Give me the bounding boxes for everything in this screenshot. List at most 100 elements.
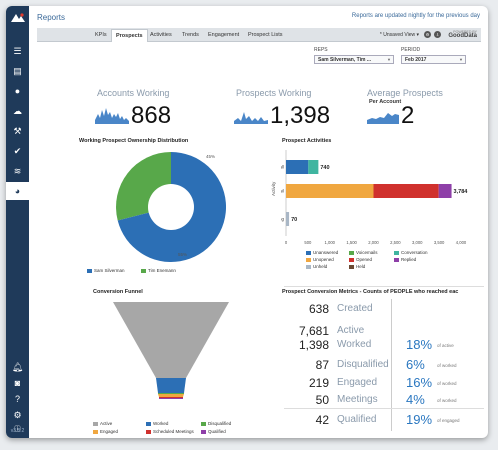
user-icon[interactable]: ●: [14, 86, 21, 96]
activities-bar-chart: call 740 email 3,784 meeting 70 0 500 1,000 1,500…: [281, 150, 469, 245]
sidebar: ☰ ▤ ● ☁ ⚒ ✔ ≋ ◕ 🔔︎ ◙ ? ⚙ ⓘ v3.8.2: [6, 6, 29, 438]
bar-segment-conversation[interactable]: [308, 160, 319, 174]
legend-item: Unopened: [306, 257, 334, 262]
funnel-worked[interactable]: [156, 378, 186, 393]
average-prospects-label: Average Prospects: [367, 88, 443, 98]
funnel-qualified[interactable]: [159, 398, 183, 399]
legend-swatch: [394, 250, 399, 255]
update-note: Reports are updated nightly for the prev…: [351, 13, 480, 19]
bar-segment-replied[interactable]: [438, 184, 452, 198]
legend-item: Voicemails: [349, 250, 378, 255]
waves-icon[interactable]: ≋: [13, 165, 22, 176]
folder-icon[interactable]: ▤: [13, 65, 22, 76]
period-label: PERIOD: [401, 47, 421, 53]
funnel-active[interactable]: [113, 302, 229, 378]
metric-label: Qualified: [337, 414, 377, 425]
conversion-funnel-chart: [113, 302, 229, 399]
metric-percent-basis: of worked: [437, 398, 457, 403]
category-label: meeting: [281, 217, 284, 222]
legend-swatch: [141, 268, 146, 273]
cloud-upload-icon[interactable]: ☁: [13, 105, 22, 116]
funnel-meetings[interactable]: [159, 397, 183, 398]
activities-title: Prospect Activities: [282, 138, 332, 144]
gear-icon[interactable]: ⚙: [424, 31, 431, 38]
legend-swatch: [201, 429, 206, 434]
legend-swatch: [201, 421, 206, 426]
chevron-down-icon: ▼: [387, 57, 391, 62]
tab-bar: KPIs Prospects Activities Trends Engagem…: [37, 28, 481, 42]
metric-percent-basis: of engaged: [437, 418, 460, 423]
legend-item: Qualified: [201, 429, 226, 434]
section-divider: [284, 286, 484, 287]
legend-swatch: [306, 250, 311, 255]
category-label: email: [281, 189, 284, 194]
legend-swatch: [93, 421, 98, 426]
check-icon[interactable]: ✔: [13, 145, 22, 156]
prospects-working-label: Prospects Working: [236, 88, 312, 98]
export-icon[interactable]: ⇩: [434, 31, 441, 38]
prospects-sparkline: [234, 112, 268, 124]
donut-pct-top: 45%: [206, 154, 216, 159]
accounts-working-label: Accounts Working: [97, 88, 170, 98]
menu-icon[interactable]: ☰: [13, 45, 22, 56]
reps-select[interactable]: Sam Silverman, Tim ... ▼: [314, 55, 394, 64]
legend-item: Held: [349, 264, 365, 269]
tab-prospects[interactable]: Prospects: [111, 29, 148, 42]
legend-item: Unheld: [306, 264, 327, 269]
data-label: 70: [291, 217, 297, 223]
tab-activities[interactable]: Activities: [150, 32, 172, 38]
bar-segment-unopened[interactable]: [286, 184, 374, 198]
bar-segment-unanswered[interactable]: [286, 160, 309, 174]
x-tick-label: 500: [304, 240, 312, 245]
tab-engagement[interactable]: Engagement: [208, 32, 240, 38]
main-content: Reports Reports are updated nightly for …: [29, 6, 488, 438]
settings-icon[interactable]: ⚙: [13, 409, 22, 420]
metrics-title: Prospect Conversion Metrics - Counts of …: [282, 289, 459, 295]
funnel-engaged[interactable]: [158, 394, 184, 397]
hammer-icon[interactable]: ⚒: [13, 125, 22, 136]
metric-label: Disqualified: [337, 359, 389, 370]
legend-item: Unanswered: [306, 250, 338, 255]
camera-icon[interactable]: ◙: [14, 378, 21, 388]
metric-percent: 4%: [406, 392, 425, 407]
bar-segment-unheld[interactable]: [286, 212, 290, 226]
info-icon[interactable]: ⓘ: [14, 426, 21, 433]
legend-item: Replied: [394, 257, 416, 262]
prospects-working-value: 1,398: [270, 102, 331, 129]
data-label: 3,784: [454, 189, 469, 195]
tab-kpis[interactable]: KPIs: [95, 32, 107, 38]
app-window: ☰ ▤ ● ☁ ⚒ ✔ ≋ ◕ 🔔︎ ◙ ? ⚙ ⓘ v3.8.2 Report…: [6, 6, 488, 438]
bar-segment-opened[interactable]: [373, 184, 439, 198]
metrics-row-divider: [284, 408, 484, 409]
period-select[interactable]: Feb 2017 ▼: [401, 55, 466, 64]
legend-item: Tim Enemann: [141, 268, 176, 273]
metric-percent-basis: of worked: [437, 363, 457, 368]
x-tick-label: 4,000: [456, 240, 467, 245]
app-logo[interactable]: [10, 12, 26, 24]
funnel-disqualified[interactable]: [158, 393, 184, 394]
metric-label: Meetings: [337, 394, 378, 405]
metric-count: 7,681: [298, 324, 329, 338]
page-title: Reports: [37, 13, 66, 22]
tab-trends[interactable]: Trends: [182, 32, 199, 38]
ownership-donut-chart: [116, 152, 226, 262]
metric-label: Engaged: [337, 377, 378, 388]
bell-icon[interactable]: 🔔︎: [11, 361, 24, 372]
legend-swatch: [87, 268, 92, 273]
x-tick-label: 2,000: [368, 240, 379, 245]
pie-chart-icon[interactable]: ◕: [6, 182, 29, 200]
x-tick-label: 3,000: [412, 240, 423, 245]
version-label: v3.8.2: [10, 428, 25, 434]
x-tick-label: 0: [285, 240, 288, 245]
metric-label: Created: [337, 303, 373, 314]
legend-swatch: [146, 421, 151, 426]
tab-prospect-lists[interactable]: Prospect Lists: [248, 32, 283, 38]
legend-swatch: [93, 429, 98, 434]
saved-view-dropdown[interactable]: * Unsaved View ▾: [379, 32, 419, 38]
gooddata-logo: POWERED BY GoodData: [448, 30, 477, 39]
metric-count: 219: [308, 376, 329, 390]
x-tick-label: 1,500: [346, 240, 357, 245]
metric-percent-basis: of active: [437, 343, 454, 348]
data-label: 740: [320, 165, 329, 171]
help-icon[interactable]: ?: [14, 394, 20, 404]
